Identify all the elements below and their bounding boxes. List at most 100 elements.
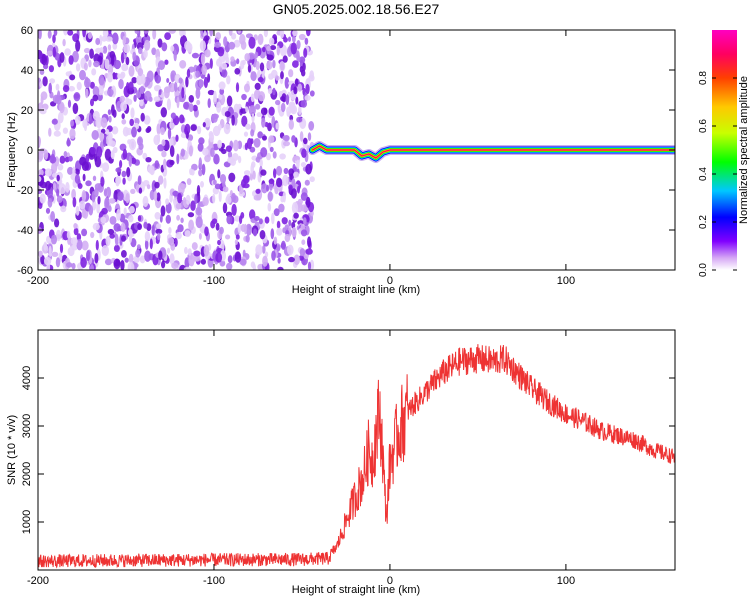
noise-speckle	[100, 176, 105, 187]
noise-speckle	[175, 232, 182, 240]
noise-speckle	[81, 190, 87, 202]
noise-speckle	[142, 195, 149, 208]
noise-speckle	[160, 107, 167, 118]
noise-speckle	[291, 202, 299, 214]
noise-speckle	[309, 70, 315, 80]
noise-speckle	[157, 60, 166, 71]
noise-speckle	[85, 153, 90, 163]
noise-speckle	[60, 205, 67, 213]
noise-speckle	[271, 250, 276, 261]
noise-speckle	[231, 192, 237, 203]
noise-speckle	[102, 162, 110, 173]
noise-speckle	[138, 187, 143, 194]
bottom-y-axis: 1000 2000 3000 4000	[21, 366, 675, 534]
noise-speckle	[259, 158, 263, 168]
noise-speckle	[168, 30, 176, 34]
noise-speckle	[201, 64, 208, 76]
top-y-axis-label: Frequency (Hz)	[6, 112, 18, 188]
noise-speckle	[219, 174, 227, 184]
noise-speckle	[96, 146, 103, 159]
noise-speckle	[139, 85, 145, 95]
noise-speckle	[165, 202, 172, 214]
noise-speckle	[73, 227, 79, 236]
noise-speckle	[103, 188, 108, 197]
noise-speckle	[104, 197, 110, 209]
noise-speckle	[149, 238, 153, 250]
noise-speckle	[131, 77, 137, 84]
noise-speckle	[304, 95, 311, 101]
noise-speckle	[56, 174, 60, 182]
y-tick-label: 60	[21, 25, 33, 37]
noise-speckle	[39, 193, 46, 204]
noise-speckle	[176, 153, 180, 165]
noise-speckle	[283, 141, 290, 147]
noise-speckle	[143, 221, 148, 229]
noise-speckle	[94, 252, 99, 264]
noise-speckle	[232, 153, 239, 161]
noise-speckle	[222, 186, 229, 193]
noise-speckle	[195, 216, 203, 229]
noise-speckle	[211, 218, 218, 224]
noise-speckle	[212, 193, 216, 204]
noise-speckle	[221, 69, 228, 78]
noise-speckle	[306, 30, 311, 37]
noise-speckle	[217, 139, 223, 149]
noise-speckle	[258, 218, 263, 225]
noise-speckle	[200, 258, 206, 265]
noise-speckle	[248, 36, 256, 49]
noise-speckle	[123, 207, 127, 216]
noise-speckle	[76, 239, 83, 251]
noise-speckle	[292, 30, 298, 37]
noise-speckle	[53, 30, 58, 36]
noise-speckle	[254, 82, 261, 90]
noise-speckle	[219, 260, 226, 267]
noise-speckle	[76, 233, 82, 241]
noise-speckle	[102, 45, 108, 54]
noise-speckle	[228, 30, 233, 36]
noise-speckle	[55, 229, 62, 242]
noise-speckle	[56, 195, 63, 203]
noise-speckle	[209, 30, 214, 37]
noise-speckle	[196, 99, 201, 106]
noise-speckle	[261, 183, 268, 194]
noise-speckle	[295, 96, 299, 105]
noise-speckle	[298, 105, 302, 115]
noise-speckle	[180, 217, 184, 224]
noise-speckle	[204, 49, 211, 58]
noise-speckle	[184, 230, 191, 238]
noise-speckle	[303, 137, 308, 145]
noise-speckle	[47, 198, 53, 208]
noise-speckle	[268, 135, 275, 144]
noise-speckle	[68, 55, 74, 65]
noise-speckle	[268, 73, 274, 80]
y-tick-label: -20	[17, 185, 33, 197]
noise-speckle	[233, 139, 239, 152]
noise-speckle	[288, 219, 292, 227]
noise-speckle	[197, 202, 201, 214]
noise-speckle	[257, 91, 266, 102]
noise-speckle	[128, 81, 134, 92]
noise-speckle	[215, 32, 221, 41]
bottom-x-axis-label: Height of straight line (km)	[292, 584, 420, 596]
noise-speckle	[82, 30, 86, 38]
noise-speckle	[99, 47, 104, 53]
noise-speckle	[225, 195, 232, 204]
noise-speckle	[83, 47, 91, 54]
noise-speckle	[154, 160, 160, 169]
noise-speckle	[188, 219, 195, 231]
noise-speckle	[303, 47, 308, 58]
noise-speckle	[202, 196, 209, 206]
noise-speckle	[147, 165, 155, 174]
noise-speckle	[135, 249, 141, 258]
noise-speckle	[297, 83, 303, 92]
noise-speckle	[107, 88, 114, 97]
noise-speckle	[281, 217, 288, 225]
noise-speckle	[201, 163, 206, 176]
noise-speckle	[124, 257, 129, 263]
noise-speckle	[213, 90, 217, 103]
noise-speckle	[235, 234, 240, 240]
top-x-axis-label: Height of straight line (km)	[292, 284, 420, 296]
noise-speckle	[92, 175, 97, 181]
noise-speckle	[79, 69, 86, 81]
noise-speckle	[288, 184, 293, 191]
